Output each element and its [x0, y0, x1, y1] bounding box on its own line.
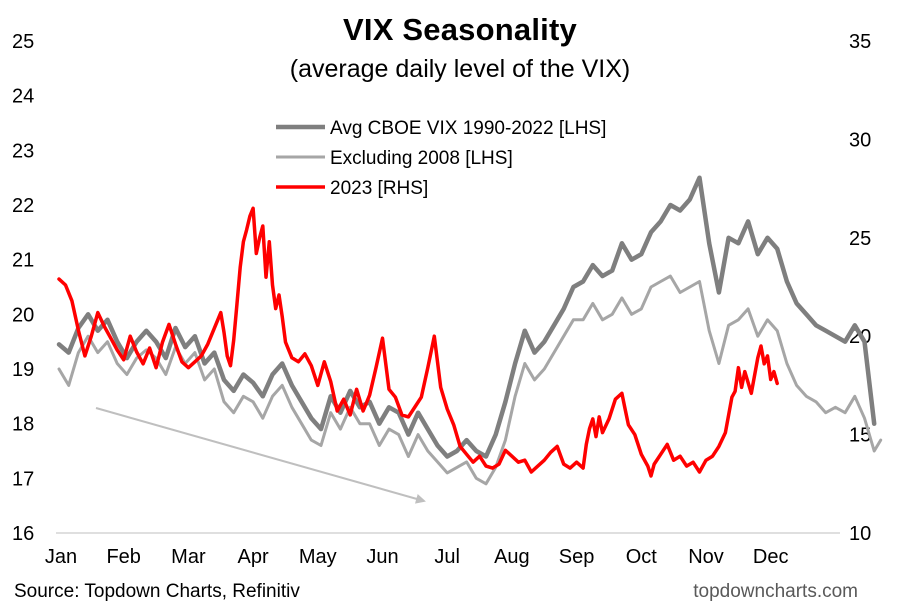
x-axis-tick: Jul: [434, 546, 460, 568]
left-axis-tick: 19: [12, 359, 34, 381]
left-axis-tick: 21: [12, 250, 34, 272]
left-axis-tick: 24: [12, 86, 34, 108]
left-axis-tick: 17: [12, 468, 34, 490]
right-axis-tick: 25: [849, 228, 871, 250]
chart-subtitle: (average daily level of the VIX): [289, 55, 631, 83]
x-axis-tick: Jan: [45, 546, 77, 568]
x-axis-tick: May: [299, 546, 337, 568]
x-axis-tick: Feb: [106, 546, 140, 568]
right-axis-tick: 15: [849, 425, 871, 447]
legend-label: 2023 [RHS]: [330, 178, 428, 199]
left-axis-tick: 22: [12, 195, 34, 217]
source-note: Source: Topdown Charts, Refinitiv: [14, 581, 300, 602]
right-axis-tick: 10: [849, 523, 871, 545]
left-axis-tick: 23: [12, 140, 34, 162]
legend-label: Avg CBOE VIX 1990-2022 [LHS]: [330, 118, 606, 139]
x-axis-tick: Nov: [688, 546, 724, 568]
x-axis-tick: Oct: [626, 546, 658, 568]
trend-arrow: [95, 407, 426, 504]
right-axis-tick: 35: [849, 31, 871, 53]
chart-title: VIX Seasonality: [343, 12, 577, 47]
right-axis-tick: 30: [849, 129, 871, 151]
legend-label: Excluding 2008 [LHS]: [330, 148, 513, 169]
left-axis-tick: 25: [12, 31, 34, 53]
series-line: [57, 274, 883, 486]
left-axis-tick: 20: [12, 304, 34, 326]
x-axis-tick: Aug: [494, 546, 530, 568]
x-axis-tick: Mar: [171, 546, 206, 568]
x-axis-tick: Dec: [753, 546, 789, 568]
x-axis-tick: Jun: [366, 546, 398, 568]
left-axis-tick: 16: [12, 523, 34, 545]
series-line: [56, 175, 877, 459]
series-line: [57, 206, 779, 478]
website-credit: topdowncharts.com: [693, 581, 858, 602]
x-axis-tick: Sep: [559, 546, 595, 568]
left-axis-tick: 18: [12, 414, 34, 436]
x-axis-tick: Apr: [238, 546, 269, 568]
